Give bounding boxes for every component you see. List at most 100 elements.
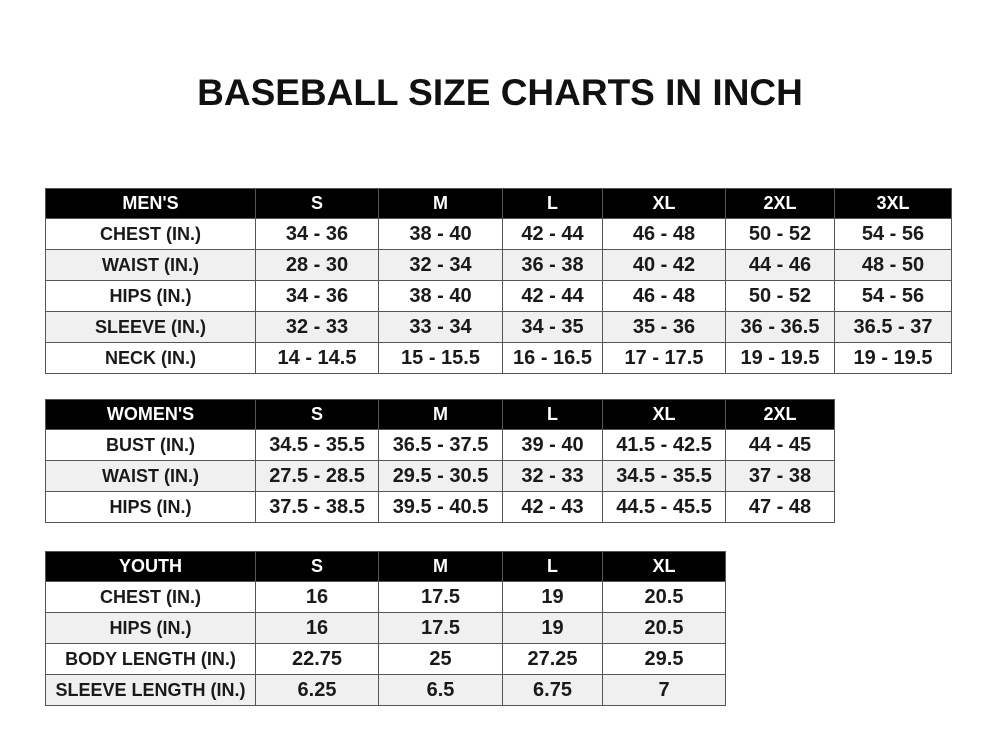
measurement-label: NECK (IN.) bbox=[45, 342, 256, 374]
measurement-label: SLEEVE (IN.) bbox=[45, 311, 256, 343]
size-value: 46 - 48 bbox=[602, 218, 726, 250]
size-value: 7 bbox=[602, 674, 726, 706]
size-value: 17.5 bbox=[378, 612, 503, 644]
size-value: 48 - 50 bbox=[834, 249, 952, 281]
size-value: 37.5 - 38.5 bbox=[255, 491, 379, 523]
measurement-label: CHEST (IN.) bbox=[45, 218, 256, 250]
measurement-label: SLEEVE LENGTH (IN.) bbox=[45, 674, 256, 706]
measurement-label: BUST (IN.) bbox=[45, 429, 256, 461]
size-header: S bbox=[255, 551, 379, 582]
size-value: 27.25 bbox=[502, 643, 603, 675]
measurement-label: HIPS (IN.) bbox=[45, 612, 256, 644]
size-value: 34 - 36 bbox=[255, 218, 379, 250]
size-header: XL bbox=[602, 188, 726, 219]
size-value: 17.5 bbox=[378, 581, 503, 613]
size-header: XL bbox=[602, 551, 726, 582]
size-header: 3XL bbox=[834, 188, 952, 219]
measurement-label: CHEST (IN.) bbox=[45, 581, 256, 613]
size-value: 37 - 38 bbox=[725, 460, 835, 492]
table-row: BUST (IN.) 34.5 - 35.5 36.5 - 37.5 39 - 40 4… bbox=[45, 429, 835, 461]
size-value: 38 - 40 bbox=[378, 218, 503, 250]
size-value: 20.5 bbox=[602, 612, 726, 644]
size-header: M bbox=[378, 551, 503, 582]
size-value: 36 - 36.5 bbox=[725, 311, 835, 343]
size-value: 42 - 43 bbox=[502, 491, 603, 523]
size-value: 16 bbox=[255, 581, 379, 613]
size-value: 20.5 bbox=[602, 581, 726, 613]
size-value: 6.75 bbox=[502, 674, 603, 706]
size-value: 29.5 bbox=[602, 643, 726, 675]
size-value: 19 bbox=[502, 612, 603, 644]
size-value: 14 - 14.5 bbox=[255, 342, 379, 374]
table-row: HIPS (IN.) 37.5 - 38.5 39.5 - 40.5 42 - 43 4… bbox=[45, 491, 835, 523]
table-row: SLEEVE (IN.) 32 - 33 33 - 34 34 - 35 35 - 36… bbox=[45, 311, 952, 343]
size-value: 38 - 40 bbox=[378, 280, 503, 312]
youth-size-table: YOUTH S M L XL CHEST (IN.) 16 17.5 19 20.5 HIPS (I… bbox=[45, 551, 726, 706]
size-value: 44 - 46 bbox=[725, 249, 835, 281]
table-row: BODY LENGTH (IN.) 22.75 25 27.25 29.5 bbox=[45, 643, 726, 675]
table-row: CHEST (IN.) 34 - 36 38 - 40 42 - 44 46 - 48 5… bbox=[45, 218, 952, 250]
size-value: 32 - 33 bbox=[255, 311, 379, 343]
measurement-label: HIPS (IN.) bbox=[45, 280, 256, 312]
table-row: NECK (IN.) 14 - 14.5 15 - 15.5 16 - 16.5 17 … bbox=[45, 342, 952, 374]
size-value: 50 - 52 bbox=[725, 218, 835, 250]
header-row: WOMEN'S S M L XL 2XL bbox=[45, 399, 835, 430]
size-value: 54 - 56 bbox=[834, 218, 952, 250]
size-value: 40 - 42 bbox=[602, 249, 726, 281]
size-header: L bbox=[502, 399, 603, 430]
size-value: 17 - 17.5 bbox=[602, 342, 726, 374]
size-header: 2XL bbox=[725, 399, 835, 430]
size-value: 25 bbox=[378, 643, 503, 675]
size-value: 19 bbox=[502, 581, 603, 613]
size-value: 36.5 - 37 bbox=[834, 311, 952, 343]
size-value: 34.5 - 35.5 bbox=[602, 460, 726, 492]
size-value: 42 - 44 bbox=[502, 218, 603, 250]
table-row: WAIST (IN.) 27.5 - 28.5 29.5 - 30.5 32 - 33… bbox=[45, 460, 835, 492]
size-header: 2XL bbox=[725, 188, 835, 219]
size-value: 54 - 56 bbox=[834, 280, 952, 312]
size-value: 44 - 45 bbox=[725, 429, 835, 461]
size-header: S bbox=[255, 399, 379, 430]
size-value: 35 - 36 bbox=[602, 311, 726, 343]
category-header: YOUTH bbox=[45, 551, 256, 582]
size-value: 15 - 15.5 bbox=[378, 342, 503, 374]
size-value: 39 - 40 bbox=[502, 429, 603, 461]
size-header: M bbox=[378, 399, 503, 430]
size-value: 41.5 - 42.5 bbox=[602, 429, 726, 461]
size-value: 34.5 - 35.5 bbox=[255, 429, 379, 461]
page-title: BASEBALL SIZE CHARTS IN INCH bbox=[197, 72, 803, 113]
size-value: 27.5 - 28.5 bbox=[255, 460, 379, 492]
table-row: WAIST (IN.) 28 - 30 32 - 34 36 - 38 40 - 42 4… bbox=[45, 249, 952, 281]
size-value: 16 - 16.5 bbox=[502, 342, 603, 374]
size-value: 42 - 44 bbox=[502, 280, 603, 312]
size-value: 32 - 34 bbox=[378, 249, 503, 281]
header-row: YOUTH S M L XL bbox=[45, 551, 726, 582]
header-row: MEN'S S M L XL 2XL 3XL bbox=[45, 188, 952, 219]
category-header: WOMEN'S bbox=[45, 399, 256, 430]
table-row: HIPS (IN.) 34 - 36 38 - 40 42 - 44 46 - 48 50… bbox=[45, 280, 952, 312]
size-value: 6.5 bbox=[378, 674, 503, 706]
size-value: 50 - 52 bbox=[725, 280, 835, 312]
measurement-label: HIPS (IN.) bbox=[45, 491, 256, 523]
table-row: SLEEVE LENGTH (IN.) 6.25 6.5 6.75 7 bbox=[45, 674, 726, 706]
size-header: S bbox=[255, 188, 379, 219]
size-value: 33 - 34 bbox=[378, 311, 503, 343]
size-value: 28 - 30 bbox=[255, 249, 379, 281]
size-value: 46 - 48 bbox=[602, 280, 726, 312]
size-value: 29.5 - 30.5 bbox=[378, 460, 503, 492]
size-value: 6.25 bbox=[255, 674, 379, 706]
size-value: 47 - 48 bbox=[725, 491, 835, 523]
size-header: M bbox=[378, 188, 503, 219]
category-header: MEN'S bbox=[45, 188, 256, 219]
table-row: HIPS (IN.) 16 17.5 19 20.5 bbox=[45, 612, 726, 644]
size-value: 34 - 36 bbox=[255, 280, 379, 312]
table-row: CHEST (IN.) 16 17.5 19 20.5 bbox=[45, 581, 726, 613]
mens-size-table: MEN'S S M L XL 2XL 3XL CHEST (IN.) 34 - 36 38 - 4… bbox=[45, 188, 952, 374]
size-value: 16 bbox=[255, 612, 379, 644]
size-value: 32 - 33 bbox=[502, 460, 603, 492]
size-header: L bbox=[502, 551, 603, 582]
size-header: L bbox=[502, 188, 603, 219]
size-value: 22.75 bbox=[255, 643, 379, 675]
measurement-label: BODY LENGTH (IN.) bbox=[45, 643, 256, 675]
size-value: 39.5 - 40.5 bbox=[378, 491, 503, 523]
